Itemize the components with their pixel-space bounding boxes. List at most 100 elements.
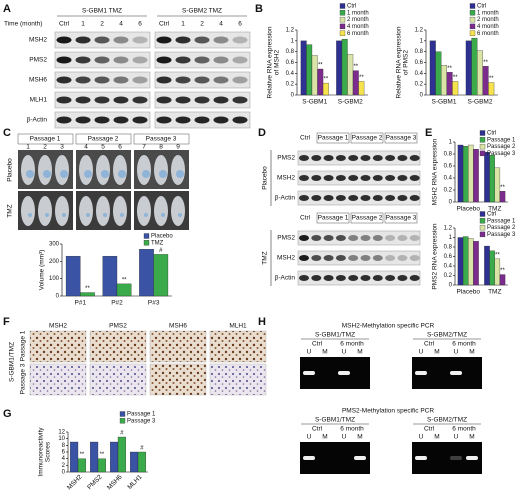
blot-band bbox=[409, 275, 420, 281]
legend-swatch bbox=[119, 418, 126, 424]
lane-label: 4 bbox=[219, 21, 223, 28]
x-tick-label: PMS2 bbox=[86, 473, 104, 491]
y-tick-label: 0.2 bbox=[444, 188, 453, 194]
y-tick-label: 4 bbox=[62, 456, 66, 462]
blot-band bbox=[175, 56, 191, 64]
x-tick-label: P#1 bbox=[75, 300, 87, 307]
time-label: Ctrl bbox=[312, 341, 323, 348]
mouse-number: 1 bbox=[26, 144, 30, 151]
blot-band bbox=[56, 96, 72, 104]
blot-band bbox=[194, 76, 210, 84]
lane-label: U bbox=[454, 349, 459, 356]
legend-swatch bbox=[479, 218, 486, 224]
mouse-number: 8 bbox=[159, 144, 163, 151]
bar bbox=[484, 245, 490, 286]
bar bbox=[336, 40, 343, 96]
column-label: MLH1 bbox=[229, 323, 247, 330]
blot-band bbox=[385, 255, 396, 261]
bar bbox=[341, 39, 348, 96]
legend-swatch bbox=[479, 143, 486, 150]
mouse-number: 6 bbox=[118, 144, 122, 151]
blot-band bbox=[75, 116, 91, 124]
bar bbox=[306, 44, 313, 96]
blot-band bbox=[372, 195, 383, 201]
blot-band bbox=[397, 195, 408, 201]
x-tick-label: P#3 bbox=[148, 300, 160, 307]
y-axis-label: Relative RNA expression bbox=[396, 26, 403, 98]
passage-box bbox=[17, 133, 74, 145]
lane-label: M bbox=[434, 349, 439, 356]
blot-band bbox=[348, 275, 359, 281]
blot-band bbox=[232, 96, 248, 104]
blot-band bbox=[232, 56, 248, 64]
blot-band bbox=[175, 116, 191, 124]
y-axis-label: Volume (mm³) bbox=[39, 250, 46, 291]
bar bbox=[499, 191, 506, 203]
blot-band bbox=[75, 56, 91, 64]
legend-label: 1 month bbox=[477, 10, 499, 16]
tumor bbox=[26, 170, 34, 178]
bar bbox=[300, 40, 307, 96]
y-tick-label: 300 bbox=[49, 242, 60, 248]
passage-box bbox=[133, 133, 190, 145]
time-label: 6 month bbox=[452, 341, 476, 348]
gel-band bbox=[303, 456, 315, 460]
ihc-image bbox=[29, 330, 87, 363]
passage-box bbox=[316, 212, 350, 224]
significance-mark: ** bbox=[100, 452, 105, 458]
mouse bbox=[79, 155, 93, 185]
legend-swatch bbox=[469, 10, 476, 16]
ihc-image bbox=[89, 330, 147, 363]
panel-label: C bbox=[3, 127, 11, 139]
tumor bbox=[176, 170, 184, 178]
row-label: MSH2 bbox=[277, 255, 295, 262]
blot-band bbox=[94, 116, 110, 124]
row-label: Placebo bbox=[7, 158, 14, 182]
lane-label: U bbox=[419, 434, 424, 441]
lane-label: Ctrl bbox=[300, 135, 311, 142]
bar bbox=[457, 144, 464, 203]
x-tick-label: Placebo bbox=[457, 206, 481, 213]
bar bbox=[452, 81, 459, 96]
y-tick-label: 1.2 bbox=[444, 226, 453, 232]
significance-mark: ** bbox=[85, 286, 90, 292]
blot-band bbox=[299, 195, 309, 201]
time-label: 6 month bbox=[340, 426, 364, 433]
blot-band bbox=[348, 255, 359, 261]
lane-label: 1 bbox=[81, 21, 85, 28]
blot-band bbox=[323, 235, 334, 241]
blot-band bbox=[360, 195, 371, 201]
cell-line-label: S-GBM1/TMZ bbox=[315, 332, 355, 339]
blot-band bbox=[409, 255, 420, 261]
blot-band bbox=[175, 96, 191, 104]
legend-label: 4 month bbox=[477, 24, 499, 30]
passage-label: Passage 1 bbox=[318, 135, 349, 142]
mouse-number: 9 bbox=[176, 144, 180, 151]
tumor bbox=[144, 213, 148, 217]
significance-mark: ** bbox=[453, 75, 458, 81]
legend-label: Passage 2 bbox=[487, 144, 516, 150]
blot-band bbox=[360, 275, 371, 281]
mouse bbox=[154, 155, 168, 185]
lane-label: 2 bbox=[200, 21, 204, 28]
x-tick-label: S-GBM2 bbox=[338, 99, 363, 106]
panel-label: D bbox=[258, 127, 266, 139]
blot-band bbox=[132, 56, 148, 64]
bar bbox=[116, 283, 132, 297]
y-tick-label: 0 bbox=[449, 200, 453, 206]
blot-band bbox=[94, 76, 110, 84]
blot-band bbox=[397, 155, 408, 161]
bar bbox=[317, 68, 324, 96]
gel-band bbox=[415, 456, 427, 460]
x-tick-label: TMZ bbox=[488, 289, 501, 296]
blot-band bbox=[132, 36, 148, 44]
y-tick-label: 0.2 bbox=[444, 273, 453, 279]
tumor bbox=[178, 213, 182, 217]
significance-mark: ** bbox=[318, 63, 323, 69]
mouse-number: 2 bbox=[43, 144, 47, 151]
blot-band bbox=[409, 235, 420, 241]
bar bbox=[429, 40, 436, 96]
blot-band bbox=[94, 36, 110, 44]
blot-band bbox=[299, 175, 309, 181]
y-tick-label: 1.2 bbox=[415, 28, 424, 34]
